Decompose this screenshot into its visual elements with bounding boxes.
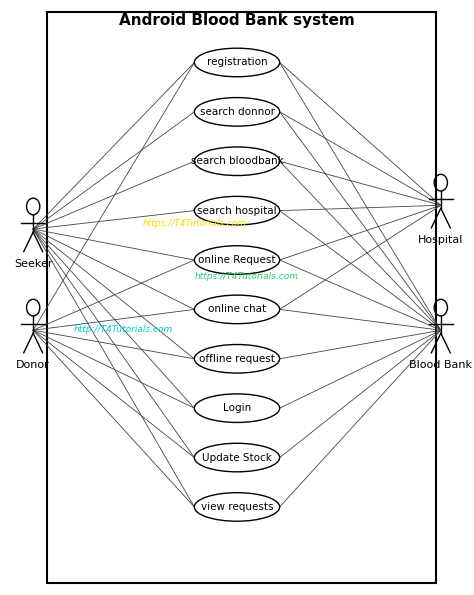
Ellipse shape <box>194 394 280 422</box>
Text: registration: registration <box>207 58 267 67</box>
Text: Android Blood Bank system: Android Blood Bank system <box>119 13 355 29</box>
Text: offline request: offline request <box>199 354 275 364</box>
Ellipse shape <box>194 196 280 225</box>
Ellipse shape <box>194 147 280 176</box>
Ellipse shape <box>194 493 280 521</box>
Text: Blood Bank: Blood Bank <box>410 360 472 370</box>
Text: Seeker: Seeker <box>14 259 53 269</box>
Ellipse shape <box>194 295 280 324</box>
Ellipse shape <box>194 443 280 472</box>
Ellipse shape <box>194 48 280 77</box>
Text: online chat: online chat <box>208 305 266 314</box>
Text: search hospital: search hospital <box>197 206 277 215</box>
Ellipse shape <box>194 246 280 274</box>
Text: https://T4Tutorials.com: https://T4Tutorials.com <box>194 272 299 281</box>
FancyBboxPatch shape <box>47 12 436 583</box>
Text: http://T4Tutorials.com: http://T4Tutorials.com <box>73 324 173 334</box>
Text: online Request: online Request <box>198 255 276 265</box>
Text: Login: Login <box>223 403 251 413</box>
Text: search donnor: search donnor <box>200 107 274 117</box>
Text: view requests: view requests <box>201 502 273 512</box>
Text: Update Stock: Update Stock <box>202 453 272 462</box>
Text: https://T4Tutorials.com: https://T4Tutorials.com <box>142 218 246 228</box>
Text: Donor: Donor <box>16 360 50 370</box>
Ellipse shape <box>194 98 280 126</box>
Text: search bloodbank: search bloodbank <box>191 156 283 166</box>
Ellipse shape <box>194 345 280 373</box>
Text: Hospital: Hospital <box>418 235 464 245</box>
